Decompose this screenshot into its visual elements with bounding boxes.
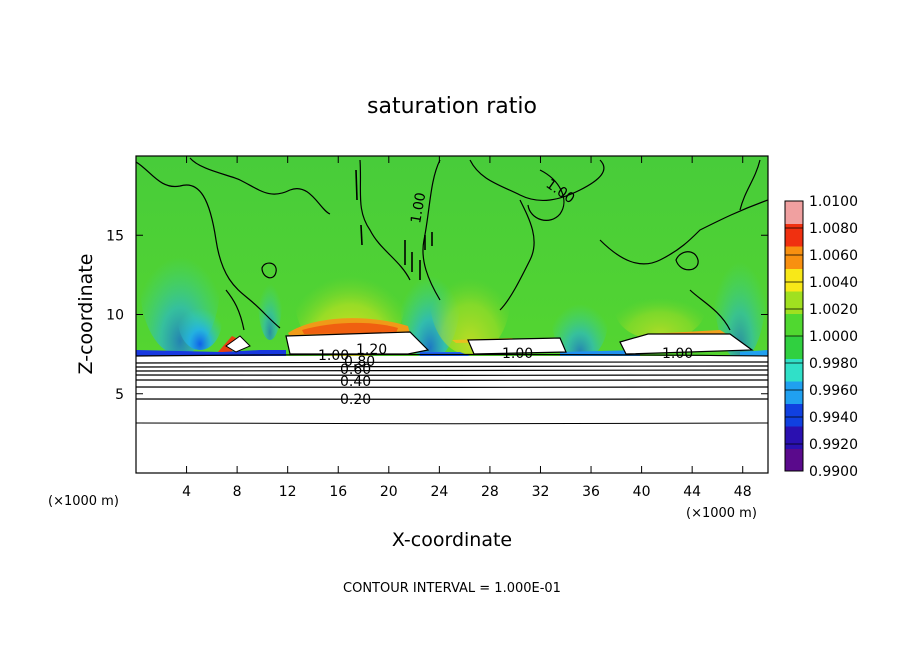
colorbar-swatch [785, 246, 803, 269]
contour-label: 1.00 [408, 191, 429, 224]
colorbar-swatch [785, 381, 803, 404]
x-tick-label: 8 [233, 484, 242, 500]
contour-label: 0.20 [340, 392, 371, 408]
contour-label: 0.80 [344, 354, 375, 370]
colorbar-label: 1.0020 [809, 302, 858, 318]
x-unit-label-right: (×1000 m) [686, 506, 757, 521]
contour-interval-note: CONTOUR INTERVAL = 1.000E-01 [343, 581, 561, 596]
colorbar-label: 1.0100 [809, 194, 858, 210]
colorbar-label: 1.0000 [809, 329, 858, 345]
colorbar-swatch [785, 336, 803, 359]
y-axis: 5 10 15 [106, 228, 768, 403]
contour-lines [136, 157, 768, 425]
x-tick-label: 32 [532, 484, 550, 500]
colorbar-label: 0.9980 [809, 356, 858, 372]
contour-labels: 1.20 1.00 0.80 0.60 0.40 0.20 1.00 1.00 … [318, 176, 693, 408]
x-tick-label: 16 [329, 484, 347, 500]
x-tick-label: 12 [279, 484, 297, 500]
colorbar-label: 1.0060 [809, 248, 858, 264]
colorbar-label: 0.9940 [809, 410, 858, 426]
y-tick-label: 15 [106, 228, 124, 244]
chart-title: saturation ratio [367, 94, 537, 119]
x-tick-label: 20 [380, 484, 398, 500]
contour-label: 0.40 [340, 374, 371, 390]
x-axis-label: X-coordinate [392, 529, 512, 551]
x-tick-label: 48 [734, 484, 752, 500]
contour-label: 1.00 [318, 348, 349, 364]
contour-label: 1.00 [662, 346, 693, 362]
contour-label: 1.00 [502, 346, 533, 362]
orange-band [302, 322, 398, 334]
colorbar-swatch [785, 291, 803, 314]
colorbar-swatch [785, 358, 803, 382]
colorbar-label: 0.9920 [809, 437, 858, 453]
x-tick-label: 40 [633, 484, 651, 500]
colorbar-label: 1.0040 [809, 275, 858, 291]
colorbar-swatch [785, 313, 803, 337]
moist-plume [552, 280, 608, 360]
colorbar-swatch [785, 223, 803, 247]
moist-plume [258, 260, 282, 340]
boundary-layer [136, 356, 768, 473]
x-tick-label: 4 [182, 484, 191, 500]
cloud-region [467, 337, 567, 355]
contour-label: 0.60 [340, 362, 371, 378]
colorbar-label: 0.9900 [809, 464, 858, 480]
supersaturated-core [430, 245, 510, 355]
x-tick-label: 36 [582, 484, 600, 500]
plot-area [136, 156, 768, 473]
supersaturated-core [615, 280, 705, 340]
colorbar-swatch [785, 426, 803, 449]
cloud-region [225, 335, 251, 353]
x-tick-label: 28 [481, 484, 499, 500]
x-unit-label-left: (×1000 m) [48, 494, 119, 509]
colorbar-label: 1.0080 [809, 221, 858, 237]
colorbar-label: 0.9960 [809, 383, 858, 399]
colorbar-swatch [785, 403, 803, 427]
contour-lines-vertical [355, 169, 433, 280]
colorbar: 1.0100 1.0080 1.0060 1.0040 1.0020 1.0000 0.99… [784, 194, 858, 480]
contour-label: 1.20 [356, 342, 387, 358]
y-tick-label: 10 [106, 308, 124, 324]
y-axis-label: Z-coordinate [75, 254, 97, 375]
x-axis: 4 8 12 16 20 24 28 32 36 40 44 48 [182, 156, 752, 500]
cloud-region [619, 333, 754, 355]
y-tick-label: 5 [115, 387, 124, 403]
cloud-region [285, 331, 430, 355]
colorbar-swatch [785, 268, 803, 292]
x-tick-label: 24 [430, 484, 448, 500]
colorbar-swatch [785, 448, 803, 472]
moist-plume [178, 290, 222, 350]
colorbar-swatch [785, 201, 803, 224]
x-tick-label: 44 [683, 484, 701, 500]
